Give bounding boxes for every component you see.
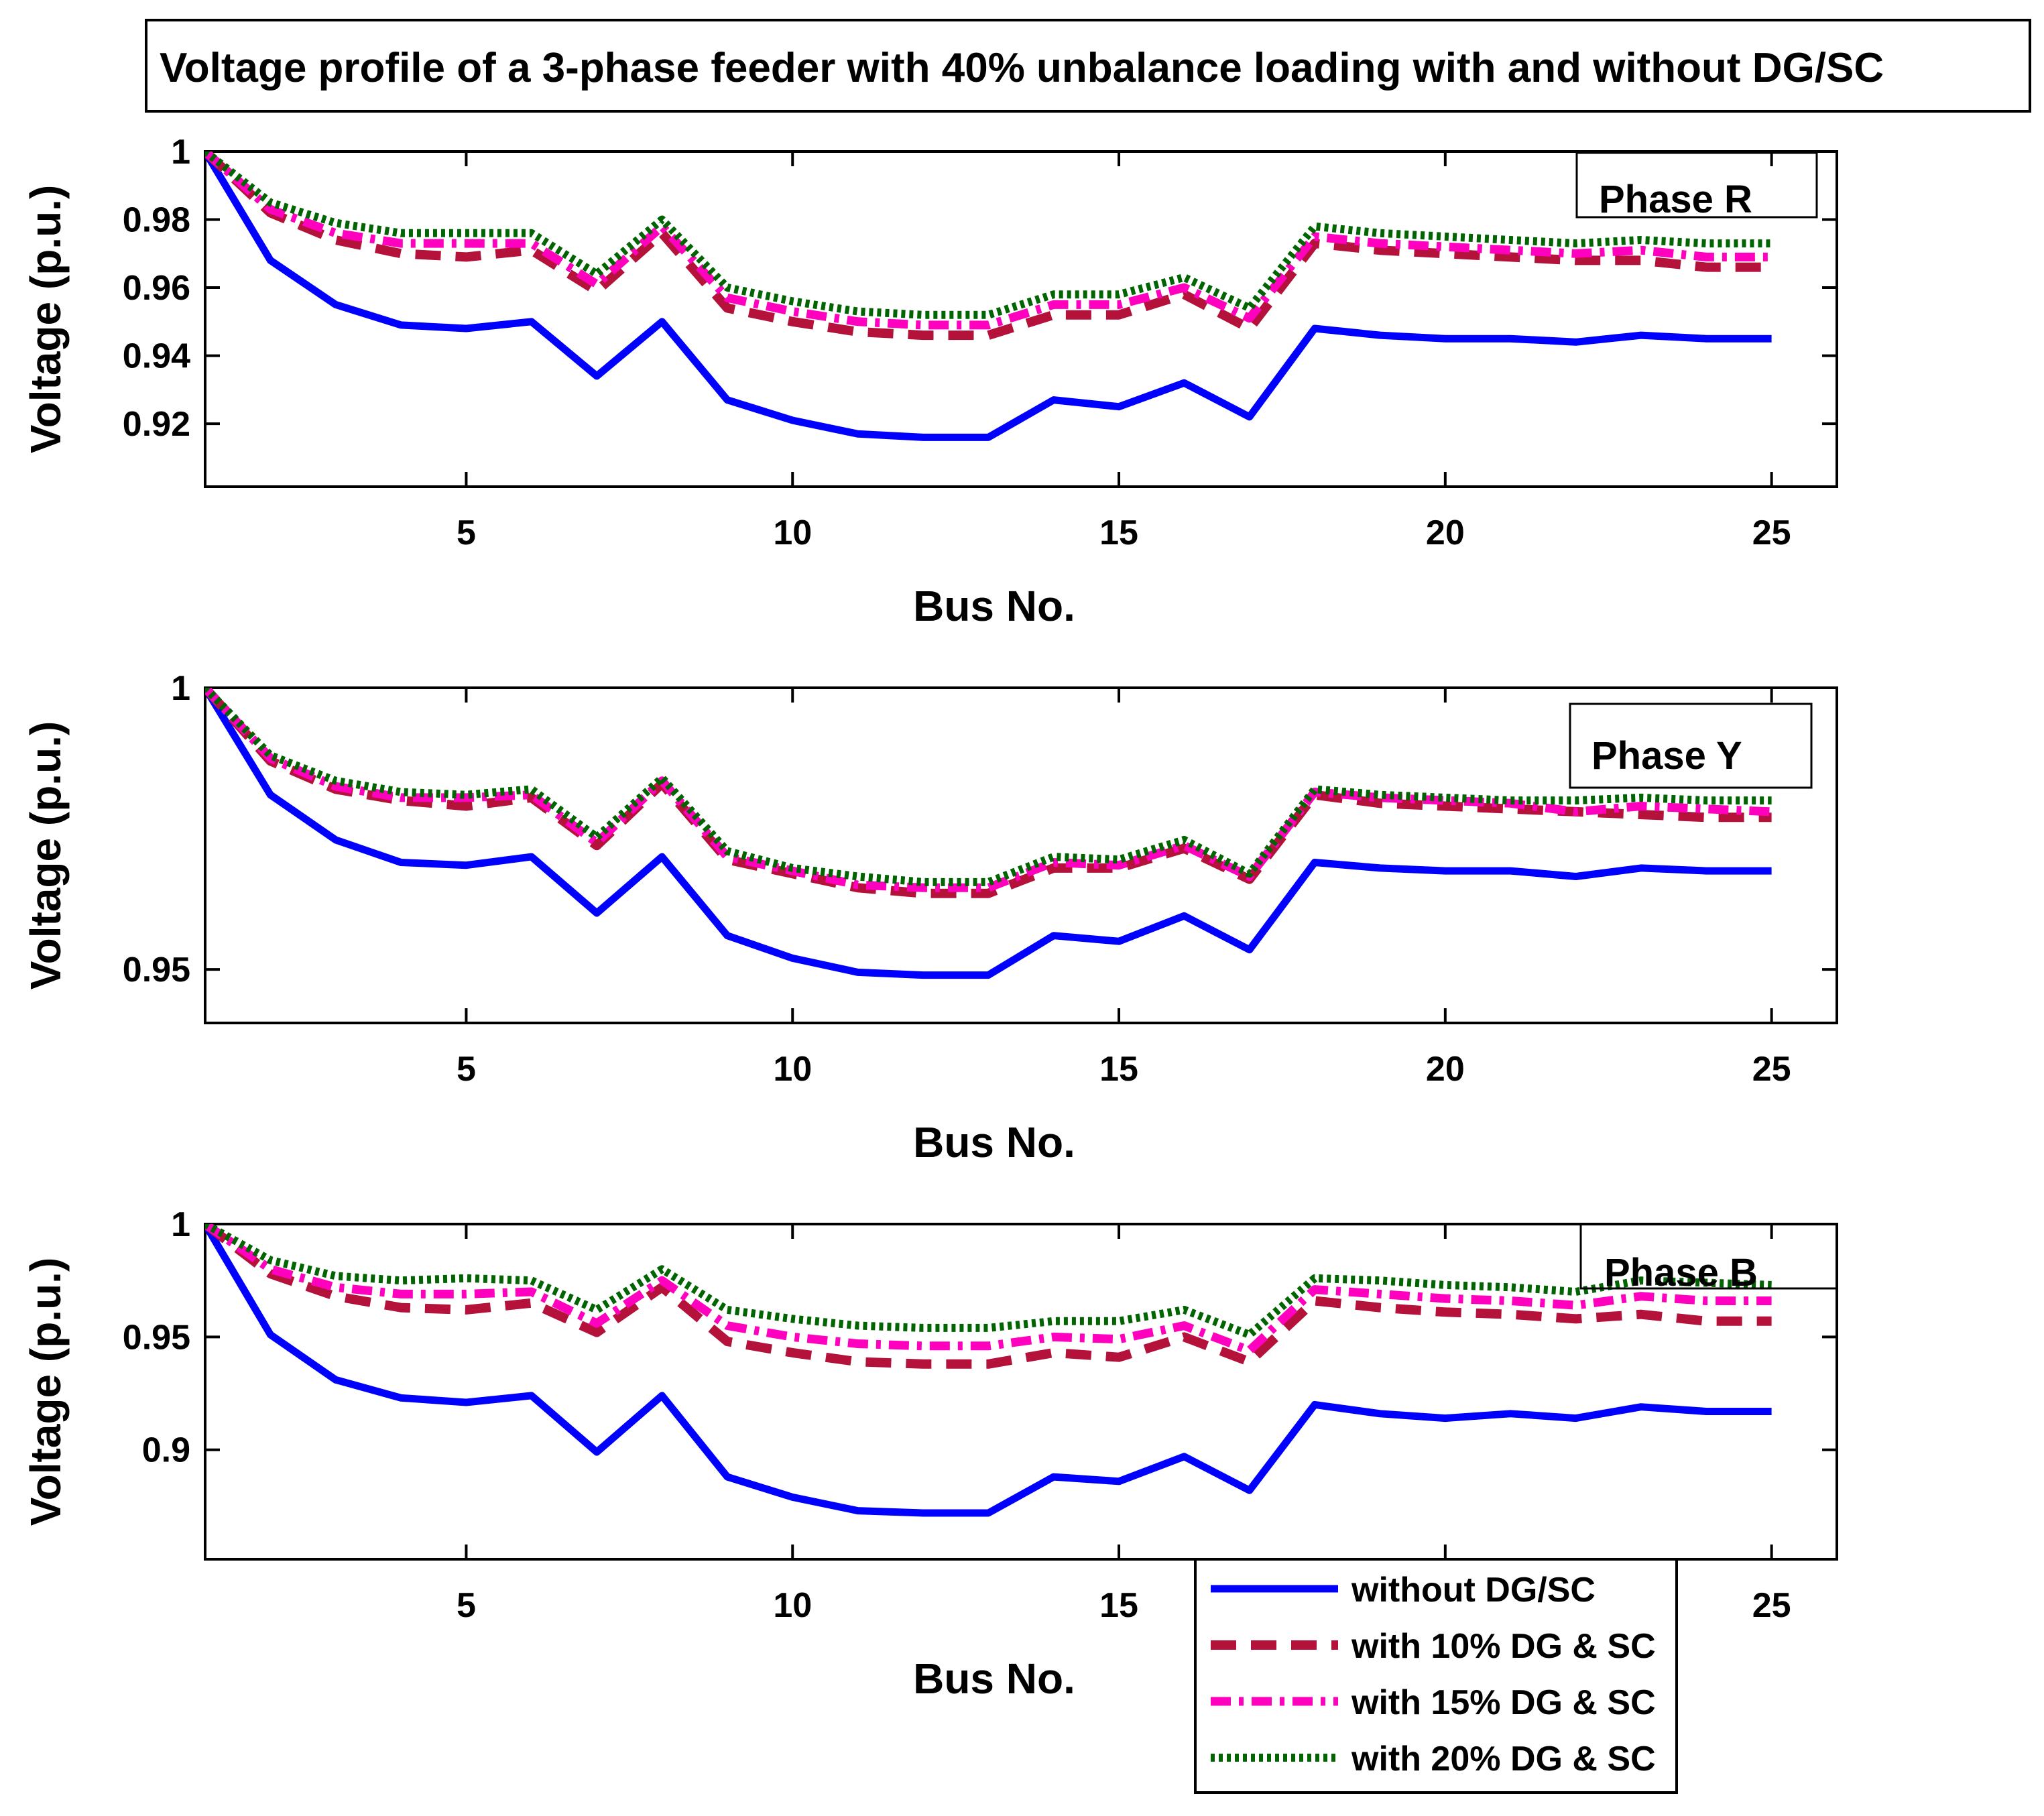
- y-tick-label: 1: [171, 133, 190, 172]
- x-tick-label: 10: [773, 1050, 812, 1089]
- x-tick-label: 5: [457, 513, 476, 552]
- legend-label: with 15% DG & SC: [1351, 1683, 1656, 1722]
- x-tick-label: 15: [1099, 1586, 1138, 1625]
- series-line-with-20-dg-sc: [205, 152, 1772, 319]
- series-line-without-dg-sc: [205, 688, 1772, 979]
- series-line-with-15-dg-sc: [205, 1224, 1772, 1355]
- x-tick-label: 10: [773, 513, 812, 552]
- x-tick-label: 15: [1099, 1050, 1138, 1089]
- series-line-with-10-dg-sc: [205, 688, 1772, 898]
- phase-label: Phase Y: [1591, 734, 1742, 778]
- axes-box: [204, 686, 1838, 1024]
- series-line-with-10-dg-sc: [205, 152, 1772, 341]
- legend: without DG/SC with 10% DG & SC with 15% DG…: [1194, 1558, 1678, 1794]
- phase-label: Phase R: [1599, 178, 1752, 221]
- x-axis-label: Bus No.: [913, 1118, 1075, 1166]
- x-tick-label: 25: [1752, 1586, 1791, 1625]
- series-group: [205, 1224, 1772, 1517]
- x-tick-label: 5: [457, 1586, 476, 1625]
- y-tick-label: 0.9: [142, 1431, 190, 1470]
- figure-title: Voltage profile of a 3-phase feeder with…: [160, 45, 1884, 91]
- phase-label-box: [1569, 703, 1813, 789]
- y-axis-label: Voltage (p.u.): [21, 185, 70, 454]
- series-group: [205, 152, 1772, 441]
- legend-label: with 10% DG & SC: [1351, 1627, 1656, 1666]
- series-line-without-dg-sc: [205, 1224, 1772, 1517]
- x-axis-label: Bus No.: [913, 582, 1075, 630]
- y-tick-label: 0.95: [123, 951, 190, 989]
- x-tick-label: 20: [1426, 513, 1465, 552]
- chart-panel-2: 5 10 15 20 25 0.95 1 Bus No. Voltage (p.u.) Phase…: [21, 669, 1838, 1166]
- phase-label-box: [1575, 152, 1818, 219]
- phase-label-box: [1579, 1223, 1838, 1290]
- x-tick-label: 15: [1099, 513, 1138, 552]
- series-line-with-10-dg-sc: [205, 1224, 1772, 1369]
- x-tick-label: 25: [1752, 513, 1791, 552]
- y-tick-label: 1: [171, 1205, 190, 1244]
- y-tick-label: 0.96: [123, 269, 190, 308]
- y-tick-label: 0.98: [123, 201, 190, 240]
- x-tick-label: 20: [1426, 1050, 1465, 1089]
- x-tick-label: 25: [1752, 1050, 1791, 1089]
- y-tick-label: 1: [171, 669, 190, 708]
- phase-label: Phase B: [1604, 1251, 1758, 1294]
- series-line-with-15-dg-sc: [205, 152, 1772, 330]
- y-axis-label: Voltage (p.u.): [21, 1258, 70, 1526]
- chart-panel-1: 5 10 15 20 25 0.92 0.94 0.96 0.98 1 Bus No. Voltage…: [21, 133, 1838, 630]
- x-tick-label: 10: [773, 1586, 812, 1625]
- x-tick-label: 5: [457, 1050, 476, 1089]
- series-line-without-dg-sc: [205, 152, 1772, 441]
- series-line-with-15-dg-sc: [205, 688, 1772, 892]
- legend-label: with 20% DG & SC: [1351, 1740, 1656, 1778]
- y-tick-label: 0.92: [123, 405, 190, 444]
- axes-box: [204, 1223, 1838, 1561]
- figure-title-box: [145, 19, 2031, 113]
- y-tick-label: 0.94: [123, 337, 190, 376]
- x-axis-label: Bus No.: [913, 1654, 1075, 1703]
- series-group: [205, 688, 1772, 979]
- legend-label: without DG/SC: [1351, 1571, 1596, 1610]
- y-axis-label: Voltage (p.u.): [21, 721, 70, 990]
- y-tick-label: 0.95: [123, 1318, 190, 1357]
